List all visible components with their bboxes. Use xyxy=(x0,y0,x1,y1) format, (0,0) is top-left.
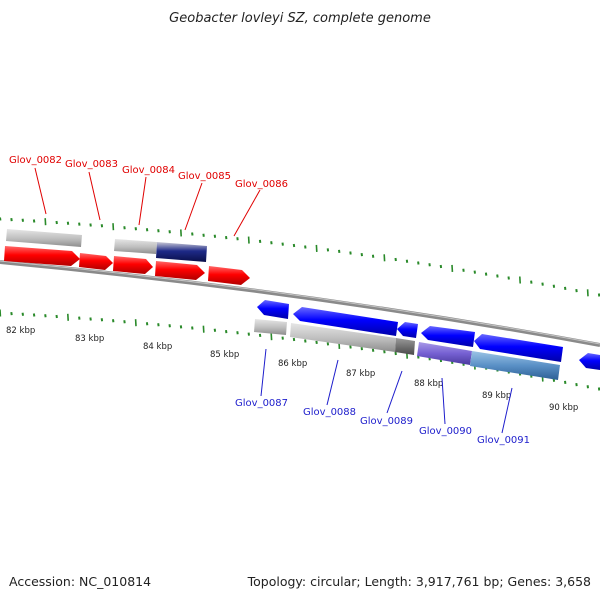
scale-label-90kbp: 90 kbp xyxy=(549,403,578,413)
gene-arrow-0086[interactable] xyxy=(208,266,250,285)
leader-line-0083 xyxy=(88,171,101,221)
reverse-gene-labels: Glov_0087 Glov_0088 Glov_0089 Glov_0090 … xyxy=(235,398,530,446)
leader-line-0088 xyxy=(326,359,339,406)
gene-label-0088[interactable]: Glov_0088 xyxy=(303,407,356,418)
feature-block-0091[interactable] xyxy=(470,351,560,380)
scale-labels: 82 kbp 83 kbp 84 kbp 85 kbp 86 kbp 87 kb… xyxy=(6,326,578,413)
reverse-label-leaders xyxy=(260,348,513,434)
feature-block-0084[interactable] xyxy=(114,239,157,254)
gene-arrow-0083[interactable] xyxy=(79,253,113,270)
gene-label-0083[interactable]: Glov_0083 xyxy=(65,159,118,170)
gene-arrow-0082[interactable] xyxy=(4,246,80,266)
gene-arrow-0085[interactable] xyxy=(155,261,205,280)
feature-block-0087[interactable] xyxy=(254,319,287,335)
upper-tick-track xyxy=(0,217,600,297)
reverse-gene-arrows xyxy=(257,300,600,370)
forward-gene-labels: Glov_0082 Glov_0083 Glov_0084 Glov_0085 … xyxy=(9,155,288,190)
leader-line-0084 xyxy=(138,176,147,226)
accession-text: Accession: NC_010814 xyxy=(9,574,151,589)
gene-arrow-0089[interactable] xyxy=(397,322,418,338)
gene-arrow-0090[interactable] xyxy=(421,326,475,347)
gene-label-0082[interactable]: Glov_0082 xyxy=(9,155,62,166)
scale-label-83kbp: 83 kbp xyxy=(75,334,104,344)
genome-backbone xyxy=(0,260,600,347)
scale-label-82kbp: 82 kbp xyxy=(6,326,35,336)
leader-line-0087 xyxy=(260,348,267,397)
gene-label-0086[interactable]: Glov_0086 xyxy=(235,179,288,190)
forward-feature-blocks xyxy=(6,229,207,262)
feature-block-0082[interactable] xyxy=(6,229,82,247)
leader-line-0091 xyxy=(501,387,513,434)
map-title: Geobacter lovleyi SZ, complete genome xyxy=(169,11,431,26)
scale-label-84kbp: 84 kbp xyxy=(143,342,172,352)
scale-label-85kbp: 85 kbp xyxy=(210,350,239,360)
scale-label-86kbp: 86 kbp xyxy=(278,359,307,369)
feature-block-0085[interactable] xyxy=(156,242,207,262)
leader-line-0089 xyxy=(386,370,403,414)
gene-label-0085[interactable]: Glov_0085 xyxy=(178,171,231,182)
leader-line-0090 xyxy=(441,377,446,425)
feature-block-0089[interactable] xyxy=(395,338,415,355)
scale-label-87kbp: 87 kbp xyxy=(346,369,375,379)
feature-block-0090[interactable] xyxy=(417,342,472,365)
gene-arrow-0088[interactable] xyxy=(293,307,398,336)
forward-gene-arrows xyxy=(4,246,250,285)
forward-label-leaders xyxy=(34,167,261,237)
gene-label-0090[interactable]: Glov_0090 xyxy=(419,426,472,437)
gene-label-0089[interactable]: Glov_0089 xyxy=(360,416,413,427)
leader-line-0085 xyxy=(184,182,203,231)
gene-arrow-0087[interactable] xyxy=(257,300,289,319)
gene-label-0084[interactable]: Glov_0084 xyxy=(122,165,175,176)
gene-arrow-0091[interactable] xyxy=(474,334,563,362)
gene-label-0091[interactable]: Glov_0091 xyxy=(477,435,530,446)
gene-arrow-0084[interactable] xyxy=(113,256,153,274)
scale-label-88kbp: 88 kbp xyxy=(414,379,443,389)
gene-label-0087[interactable]: Glov_0087 xyxy=(235,398,288,409)
gene-arrow-0092-partial[interactable] xyxy=(579,353,600,370)
feature-block-0088[interactable] xyxy=(290,323,396,352)
genome-backbone-highlight xyxy=(0,260,600,345)
reverse-feature-blocks xyxy=(254,319,560,380)
topology-summary-text: Topology: circular; Length: 3,917,761 bp… xyxy=(247,574,591,589)
scale-label-89kbp: 89 kbp xyxy=(482,391,511,401)
leader-line-0082 xyxy=(34,167,47,215)
leader-line-0086 xyxy=(233,189,261,237)
